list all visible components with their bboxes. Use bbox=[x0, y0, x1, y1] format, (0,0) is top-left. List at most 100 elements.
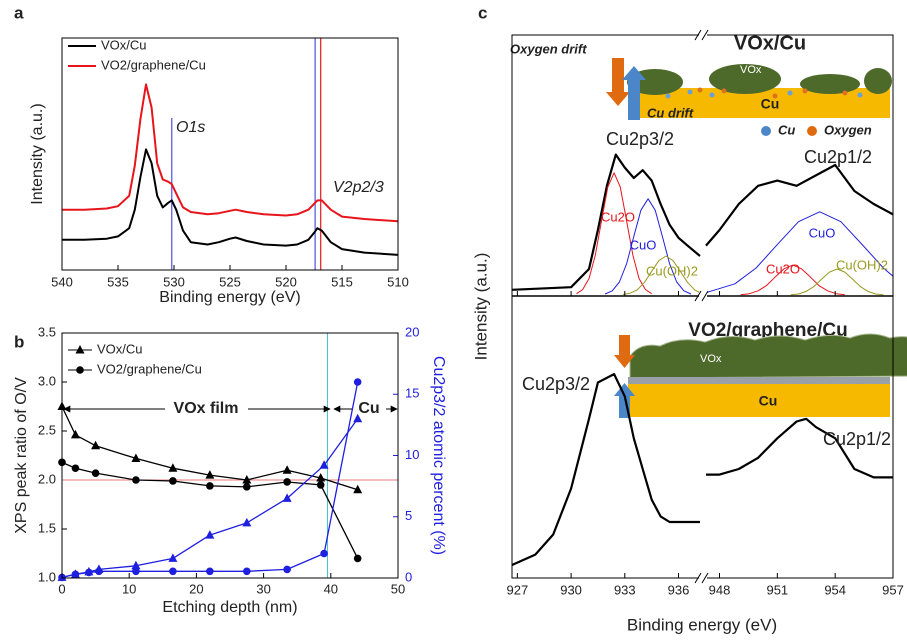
x-tick-label: 30 bbox=[256, 581, 270, 596]
panel-label: a bbox=[14, 3, 24, 22]
x-tick-label: 535 bbox=[107, 274, 129, 289]
inset-title: VOx/Cu bbox=[734, 32, 806, 54]
y-tick-label: 1.5 bbox=[38, 520, 56, 535]
marker bbox=[205, 530, 215, 539]
spectrum-line bbox=[62, 148, 399, 256]
y2-tick-label: 5 bbox=[405, 508, 412, 523]
axis-break-gap bbox=[699, 292, 707, 300]
x-tick-label: 50 bbox=[391, 581, 405, 596]
marker bbox=[283, 565, 291, 574]
y-tick-label: 3.0 bbox=[38, 373, 56, 388]
marker bbox=[132, 567, 140, 576]
inset-title: VO2/graphene/Cu bbox=[688, 320, 847, 341]
marker bbox=[242, 517, 252, 527]
marker bbox=[91, 469, 100, 477]
graphene bbox=[628, 377, 890, 384]
fit-label: Cu(OH)2 bbox=[646, 263, 698, 278]
x-tick-label: 957 bbox=[882, 582, 904, 597]
plot-frame bbox=[61, 37, 399, 271]
axis-break bbox=[694, 572, 709, 584]
oxygen-drift: Oxygen drift bbox=[510, 41, 587, 56]
y-tick-label: 3.5 bbox=[38, 324, 56, 339]
y2-tick-label: 10 bbox=[405, 447, 419, 462]
vox-grain bbox=[800, 74, 860, 94]
panel-label: b bbox=[14, 332, 24, 351]
fit-label: Cu2O bbox=[766, 261, 800, 276]
cu-drift: Cu drift bbox=[647, 105, 694, 120]
marker bbox=[353, 413, 363, 423]
peak-label: Cu2p1/2 bbox=[804, 147, 872, 167]
inset-bottom: VO2/graphene/Cu VOx Cu bbox=[614, 320, 907, 418]
spectrum-line bbox=[511, 153, 894, 291]
spectrum-line bbox=[62, 83, 399, 223]
series-line bbox=[61, 418, 359, 579]
y-axis-label: XPS peak ratio of O/V bbox=[13, 377, 30, 534]
arrow-down bbox=[614, 335, 635, 368]
legend-dot bbox=[761, 126, 771, 136]
annotation: Cu bbox=[358, 400, 379, 417]
panel-label: c bbox=[478, 3, 487, 22]
marker bbox=[320, 549, 328, 558]
fit-line bbox=[622, 255, 884, 296]
legend-label: Oxygen bbox=[824, 122, 872, 137]
marker bbox=[168, 463, 178, 472]
y2-tick-label: 20 bbox=[405, 324, 419, 339]
annotation: V2p2/3 bbox=[333, 179, 384, 196]
marker bbox=[353, 378, 362, 386]
axis-break-gap bbox=[699, 574, 707, 582]
x-tick-label: 954 bbox=[824, 582, 846, 597]
arrow-up bbox=[622, 66, 646, 120]
x-tick-label: 948 bbox=[709, 582, 731, 597]
marker bbox=[282, 493, 292, 502]
marker bbox=[95, 567, 103, 576]
fit-label: Cu2O bbox=[601, 209, 635, 224]
x-tick-label: 40 bbox=[324, 581, 338, 596]
marker bbox=[131, 453, 141, 462]
legend-dot bbox=[807, 126, 817, 136]
marker bbox=[168, 553, 178, 562]
x-tick-label: 520 bbox=[275, 274, 297, 289]
y2-tick-label: 0 bbox=[405, 569, 412, 584]
marker bbox=[316, 473, 326, 482]
film-label: VOx bbox=[740, 64, 762, 76]
y2-axis-label: Cu2p3/2 atomic percent (%) bbox=[430, 356, 447, 555]
marker bbox=[85, 568, 93, 577]
film-label: VOx bbox=[700, 353, 722, 365]
x-tick-label: 515 bbox=[331, 274, 353, 289]
marker bbox=[206, 567, 214, 576]
x-tick-label: 936 bbox=[668, 582, 690, 597]
axis-break bbox=[694, 290, 709, 302]
series-line bbox=[61, 406, 358, 491]
marker bbox=[282, 465, 292, 474]
cu-atoms bbox=[665, 89, 863, 99]
substrate-label: Cu bbox=[761, 96, 780, 112]
axis-break bbox=[694, 29, 709, 41]
x-tick-label: 540 bbox=[51, 274, 73, 289]
x-tick-label: 510 bbox=[387, 274, 409, 289]
fit-label: Cu(OH)2 bbox=[836, 257, 888, 272]
vox-film bbox=[629, 333, 907, 379]
marker bbox=[206, 482, 214, 490]
y-axis-label: Intensity (a.u.) bbox=[29, 103, 46, 204]
x-tick-label: 927 bbox=[507, 582, 529, 597]
fit-line bbox=[576, 172, 845, 296]
axis-break-gap bbox=[699, 31, 707, 39]
annotation: O1s bbox=[176, 119, 205, 136]
fit-label: CuO bbox=[630, 237, 657, 252]
x-axis-label: Etching depth (nm) bbox=[162, 599, 297, 616]
marker bbox=[283, 478, 291, 486]
marker bbox=[243, 567, 251, 576]
x-tick-label: 10 bbox=[122, 581, 136, 596]
arrow-up bbox=[614, 383, 635, 418]
x-tick-label: 0 bbox=[58, 581, 65, 596]
x-tick-label: 530 bbox=[163, 274, 185, 289]
annotation: VOx film bbox=[174, 400, 239, 417]
y-tick-label: 2.0 bbox=[38, 471, 56, 486]
vox-grain bbox=[709, 64, 781, 94]
marker bbox=[75, 345, 85, 354]
marker bbox=[319, 460, 329, 469]
x-tick-label: 525 bbox=[219, 274, 241, 289]
plot-frame bbox=[61, 332, 399, 579]
fit-line bbox=[604, 198, 894, 295]
marker bbox=[70, 429, 80, 439]
